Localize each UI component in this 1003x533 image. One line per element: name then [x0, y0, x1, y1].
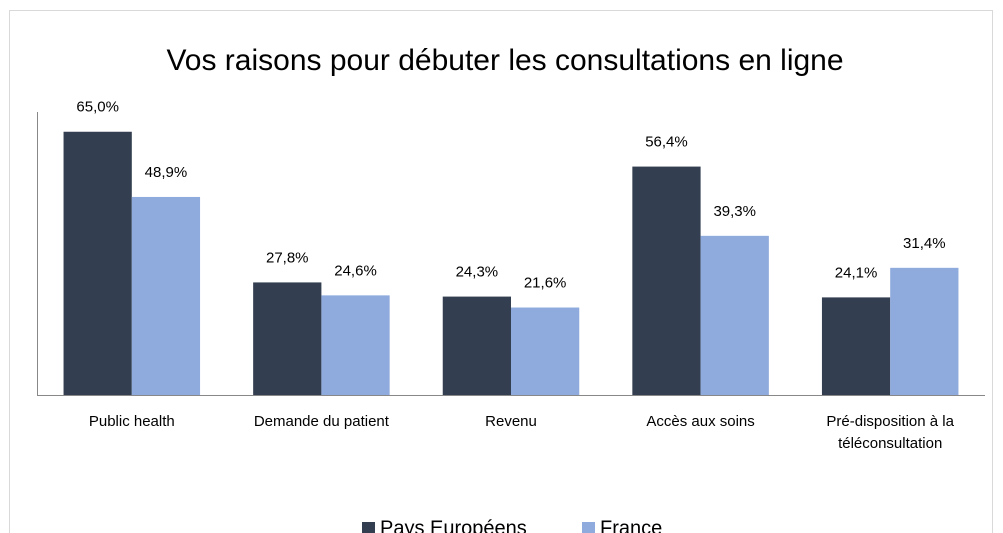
x-tick-label: Revenu — [485, 413, 537, 430]
x-tick-label: Demande du patient — [253, 413, 389, 430]
legend-swatch — [362, 522, 375, 533]
chart-title: Vos raisons pour débuter les consultatio… — [166, 44, 843, 77]
x-tick-label: Accès aux soins — [646, 413, 755, 430]
data-label: 21,6% — [524, 274, 567, 291]
data-label: 27,8% — [266, 249, 309, 266]
bar — [632, 166, 701, 395]
x-tick-label: Pré-disposition à la téléconsultation — [826, 413, 954, 452]
data-label: 24,6% — [334, 262, 377, 279]
bar — [442, 296, 511, 395]
bar — [700, 235, 769, 395]
data-label: 24,3% — [456, 264, 499, 281]
bar — [321, 295, 390, 395]
data-label: 24,1% — [835, 264, 878, 281]
bar — [253, 282, 322, 395]
data-label: 31,4% — [903, 235, 946, 252]
legend-label: Pays Européens — [380, 517, 527, 533]
chart-frame — [9, 10, 993, 533]
bar — [511, 307, 580, 395]
bar — [63, 131, 132, 395]
bar — [131, 196, 201, 395]
data-label: 56,4% — [645, 134, 688, 151]
data-label: 39,3% — [713, 203, 756, 220]
bar — [821, 297, 891, 395]
data-label: 48,9% — [145, 164, 188, 181]
legend-swatch — [582, 522, 595, 533]
data-label: 65,0% — [76, 99, 119, 116]
legend-label: France — [600, 517, 662, 533]
bar — [890, 267, 959, 395]
x-tick-label: Public health — [88, 413, 175, 430]
